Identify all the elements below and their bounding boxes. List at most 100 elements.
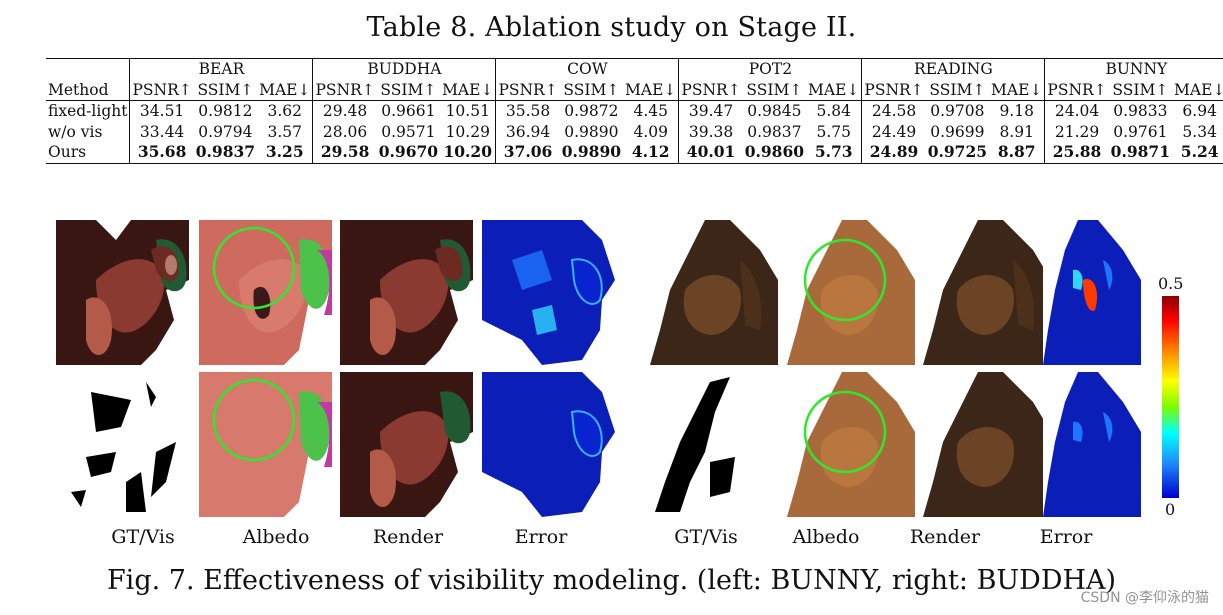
group-header: READING [861, 58, 1045, 80]
bunny-error-vis-image [482, 372, 615, 517]
method-header: Method [48, 80, 109, 99]
value-cell: 29.58 [312, 142, 377, 163]
value-cell: 40.01 [678, 142, 743, 163]
buddha-albedo-image [787, 220, 915, 365]
table-caption: Table 8. Ablation study on Stage II. [366, 12, 857, 43]
bunny-error-image [482, 220, 615, 365]
value-cell: 0.9812 [193, 100, 258, 122]
group-header: BUDDHA [312, 58, 496, 80]
value-cell: 0.9890 [564, 122, 619, 141]
value-cell: 0.9761 [1113, 122, 1168, 141]
value-cell: 10.20 [443, 142, 493, 161]
metric-header: SSIM↑ [929, 80, 986, 99]
value-cell: 4.12 [631, 142, 670, 161]
metric-header: SSIM↑ [1112, 80, 1169, 99]
figure-caption: Fig. 7. Effectiveness of visibility mode… [106, 565, 1117, 596]
metric-header: PSNR↑ [129, 79, 194, 101]
buddha-error-image [1043, 220, 1143, 365]
value-cell: 0.9845 [742, 100, 807, 122]
bunny-render-image [340, 220, 473, 365]
value-cell: 36.94 [495, 121, 560, 142]
value-cell: 0.9571 [381, 122, 436, 141]
value-cell: 10.51 [440, 100, 496, 122]
metric-header: MAE↓ [1174, 80, 1223, 99]
table-row: fixed-light 34.51 0.9812 3.62 29.48 0.9661 10.… [46, 100, 1223, 122]
value-cell: 5.75 [816, 122, 851, 141]
value-cell: 35.58 [495, 100, 560, 122]
metric-header: MAE↓ [991, 80, 1043, 99]
buddha-render-vis-image [923, 372, 1051, 517]
value-cell: 6.94 [1172, 100, 1223, 122]
value-cell: 3.57 [267, 122, 303, 141]
metric-header: PSNR↑ [495, 79, 560, 101]
header-empty [46, 59, 130, 80]
bunny-vis-image [56, 372, 189, 517]
value-cell: 24.04 [1044, 100, 1109, 122]
ablation-table: BEAR BUDDHA COW POT2 READING BUNNY Metho… [46, 58, 1223, 164]
value-cell: 33.44 [129, 121, 194, 142]
bunny-albedo-image [199, 220, 332, 365]
table-metric-header-row: Method PSNR↑ SSIM↑ MAE↓ PSNR↑ SSIM↑ MAE↓ PSNR↑… [46, 79, 1223, 101]
metric-header: SSIM↑ [563, 80, 620, 99]
group-header: BEAR [129, 58, 313, 80]
value-cell: 9.18 [989, 100, 1045, 122]
colorbar-min-label: 0 [1165, 500, 1176, 519]
fig-col-label: Albedo [242, 526, 310, 548]
value-cell: 0.9871 [1110, 142, 1170, 161]
buddha-gt-image [650, 220, 778, 365]
value-cell: 0.9725 [927, 142, 988, 161]
value-cell: 0.9661 [376, 100, 441, 122]
fig-col-label: Render [909, 526, 981, 548]
group-header: COW [495, 58, 679, 80]
value-cell: 24.49 [861, 121, 926, 142]
value-cell: 0.9837 [195, 142, 256, 161]
bunny-albedo-vis-image [199, 372, 332, 517]
metric-header: PSNR↑ [312, 79, 377, 101]
value-cell: 0.9708 [925, 100, 990, 122]
value-cell: 0.9890 [561, 142, 622, 161]
value-cell: 0.9699 [930, 122, 985, 141]
fig-col-label: GT/Vis [674, 526, 738, 548]
value-cell: 0.9794 [198, 122, 253, 141]
value-cell: 24.89 [861, 142, 926, 163]
metric-header: SSIM↑ [197, 80, 254, 99]
value-cell: 29.48 [312, 100, 377, 122]
value-cell: 37.06 [495, 142, 560, 163]
metric-header: SSIM↑ [380, 80, 437, 99]
metric-header: MAE↓ [808, 80, 860, 99]
metric-header: PSNR↑ [861, 79, 926, 101]
colorbar-max-label: 0.5 [1158, 274, 1184, 293]
metric-header: MAE↓ [625, 80, 677, 99]
value-cell: 0.9837 [747, 122, 802, 141]
value-cell: 5.34 [1182, 122, 1217, 141]
group-header: BUNNY [1044, 58, 1223, 80]
value-cell: 5.84 [806, 100, 862, 122]
value-cell: 4.09 [633, 122, 668, 141]
value-cell: 21.29 [1044, 121, 1109, 142]
fig-col-label: GT/Vis [111, 526, 175, 548]
buddha-albedo-vis-image [787, 372, 915, 517]
value-cell: 3.25 [265, 142, 304, 161]
value-cell: 4.45 [623, 100, 679, 122]
table-row: Ours 35.68 0.9837 3.25 29.58 0.9670 10.20 37.06… [46, 142, 1223, 163]
table-row: w/o vis 33.44 0.9794 3.57 28.06 0.9571 10.29 36… [46, 121, 1223, 142]
value-cell: 25.88 [1044, 142, 1109, 163]
value-cell: 5.73 [814, 142, 853, 161]
watermark: CSDN @李仰泳的猫 [1080, 590, 1209, 606]
value-cell: 8.87 [997, 142, 1036, 161]
buddha-render-image [923, 220, 1051, 365]
value-cell: 0.9670 [378, 142, 439, 161]
value-cell: 24.58 [861, 100, 926, 122]
value-cell: 34.51 [129, 100, 194, 122]
buddha-error-vis-image [1043, 372, 1143, 517]
fig-col-label: Render [372, 526, 444, 548]
error-colorbar [1162, 296, 1179, 498]
value-cell: 0.9872 [559, 100, 624, 122]
fig-col-label: Error [1039, 526, 1093, 548]
value-cell: 10.29 [445, 122, 490, 141]
metric-header: SSIM↑ [746, 80, 803, 99]
bunny-render-vis-image [340, 372, 473, 517]
fig-col-label: Error [514, 526, 568, 548]
value-cell: 0.9833 [1108, 100, 1172, 122]
value-cell: 8.91 [999, 122, 1034, 141]
